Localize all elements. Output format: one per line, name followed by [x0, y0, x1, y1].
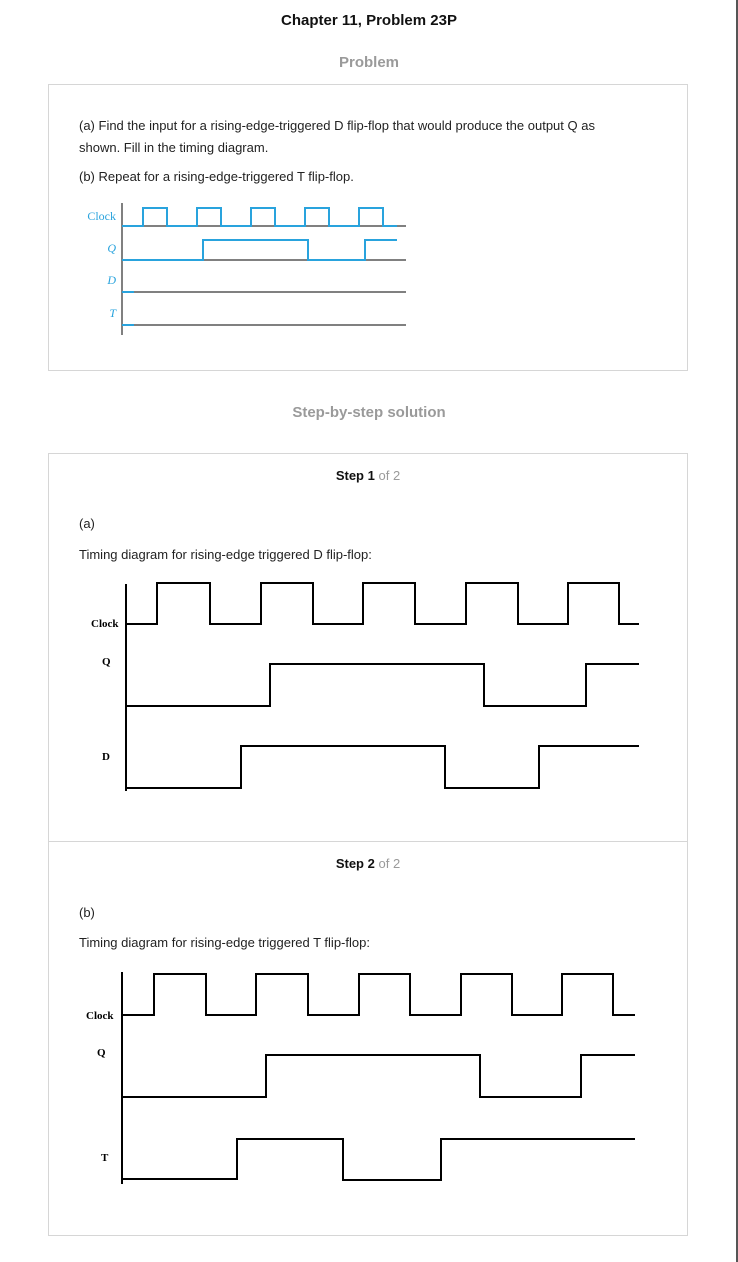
solution-heading: Step-by-step solution: [292, 404, 446, 421]
step-2-t-label: T: [101, 1152, 109, 1164]
step-2-number: 2: [367, 856, 375, 871]
problem-part-a-line2: shown. Fill in the timing diagram.: [79, 140, 269, 155]
problem-q-wave: [122, 239, 397, 261]
step-2-q-wave: [122, 1054, 635, 1098]
step-1-q-label: Q: [102, 656, 111, 668]
step-1-of: of 2: [378, 468, 401, 483]
step-2-clock-label: Clock: [86, 1010, 114, 1022]
step-2-caption: Timing diagram for rising-edge triggered…: [79, 935, 370, 950]
step-1-heading: Step 1 of 2: [49, 468, 687, 483]
step-2-word: Step: [335, 856, 364, 871]
problem-part-b: (b) Repeat for a rising-edge-triggered T…: [79, 169, 354, 184]
step-1-number: 1: [367, 468, 375, 483]
step-1-part: (a): [79, 516, 95, 531]
step-1-clock-label: Clock: [91, 618, 119, 630]
problem-timing-diagram: Clock Q D T: [87, 203, 406, 335]
step-2-of: of 2: [378, 856, 401, 871]
step-1-timing-diagram: Clock Q D: [91, 582, 639, 791]
step-1-word: Step: [335, 468, 364, 483]
step-2-part: (b): [79, 905, 95, 920]
step-2-clock-wave: [122, 973, 635, 1016]
problem-q-label: Q: [107, 241, 116, 255]
step-1-q-wave: [126, 663, 639, 707]
page-title: Chapter 11, Problem 23P: [281, 12, 457, 29]
step-2-t-wave: [122, 1138, 635, 1181]
step-2-timing-diagram: Clock Q T: [86, 972, 635, 1184]
problem-d-label: D: [106, 273, 116, 287]
problem-t-label: T: [109, 306, 117, 320]
problem-clock-label: Clock: [87, 209, 116, 223]
step-2-heading: Step 2 of 2: [49, 856, 687, 871]
problem-clock-wave: [122, 207, 397, 227]
step-1-d-label: D: [102, 751, 110, 763]
problem-card: (a) Find the input for a rising-edge-tri…: [48, 84, 688, 371]
step-2-card: Step 2 of 2 (b) Timing diagram for risin…: [48, 841, 688, 1236]
problem-part-a-line1: (a) Find the input for a rising-edge-tri…: [79, 118, 595, 133]
page-right-border: [736, 0, 738, 1262]
step-1-clock-wave: [126, 582, 639, 625]
step-1-caption: Timing diagram for rising-edge triggered…: [79, 547, 372, 562]
step-1-card: Step 1 of 2 (a) Timing diagram for risin…: [48, 453, 688, 842]
problem-heading: Problem: [338, 54, 399, 71]
step-1-d-wave: [126, 745, 639, 789]
step-2-q-label: Q: [97, 1047, 106, 1059]
